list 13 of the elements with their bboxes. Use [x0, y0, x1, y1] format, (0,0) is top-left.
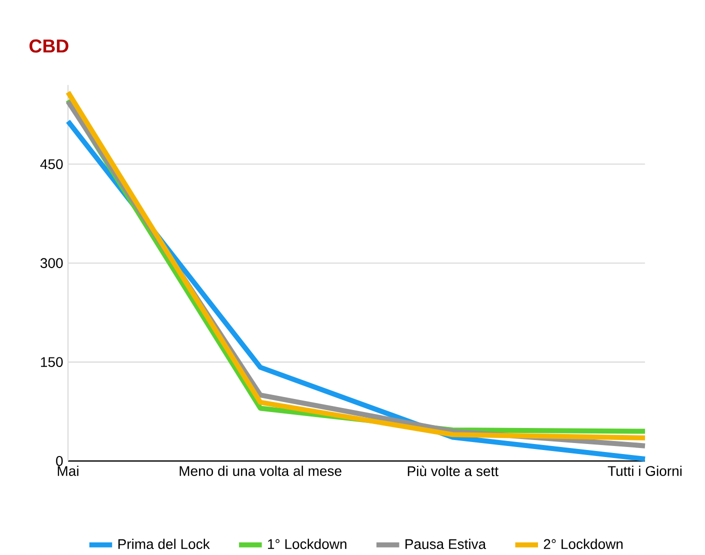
y-tick-label: 150 [41, 357, 63, 368]
legend-label: Prima del Lock [118, 538, 210, 550]
x-tick-label: Mai [58, 466, 78, 476]
x-tick-label: Tutti i Giorni [608, 466, 682, 476]
y-tick-label: 450 [40, 159, 63, 170]
legend-label: 1° Lockdown [268, 538, 346, 550]
x-tick-label: Più volte a sett [408, 466, 498, 476]
legend-label: 2° Lockdown [544, 538, 623, 550]
x-tick-label: Meno di una volta al mese [180, 466, 342, 476]
y-tick-label: 0 [56, 456, 63, 466]
chart-title: CBD [29, 39, 68, 53]
legend-label: Pausa Estiva [406, 538, 486, 550]
y-tick-label: 300 [40, 258, 63, 268]
